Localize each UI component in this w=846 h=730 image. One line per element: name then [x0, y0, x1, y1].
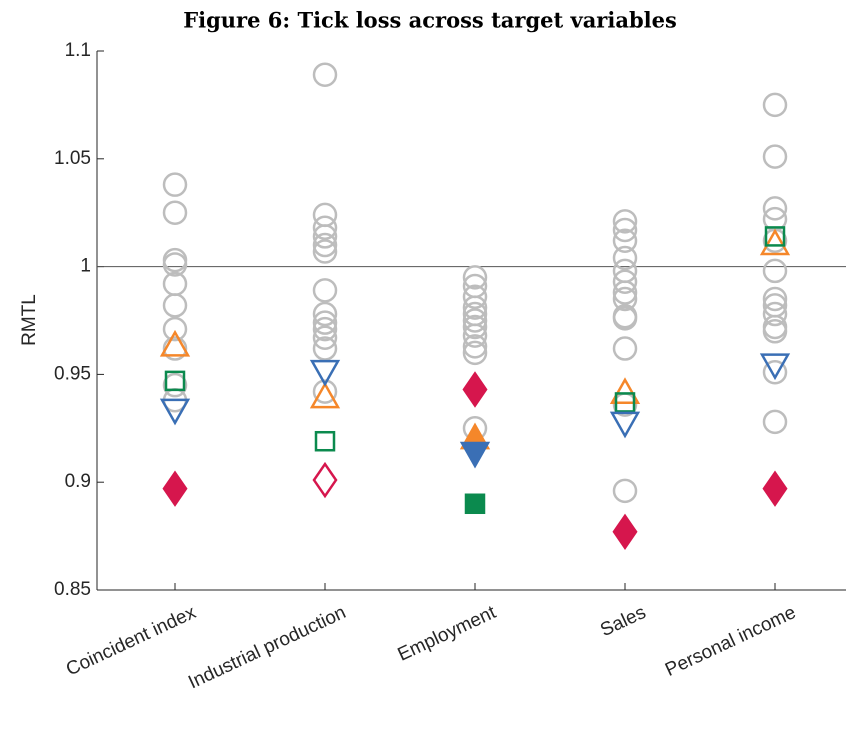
square-marker [314, 430, 336, 452]
x-tick-label: Industrial production [185, 602, 349, 693]
circle-marker [612, 269, 638, 294]
circle-marker [312, 278, 338, 303]
triangle-down-marker [159, 398, 191, 426]
circle-marker [462, 265, 488, 290]
circle-marker [162, 172, 188, 197]
circle-marker [762, 409, 788, 435]
y-tick-label: 1 [80, 256, 91, 277]
square-marker [614, 392, 636, 413]
circle-marker [312, 325, 338, 350]
square-marker [164, 370, 186, 392]
diamond-marker [762, 470, 788, 507]
circle-marker [462, 284, 488, 310]
triangle-up-marker [759, 228, 791, 256]
circle-marker [162, 316, 188, 342]
y-tick-label: 0.9 [65, 471, 91, 492]
y-tick-label: 1.05 [54, 148, 91, 169]
circle-marker [762, 319, 788, 344]
circle-marker [762, 258, 788, 284]
triangle-down-marker [459, 441, 491, 469]
x-tick-label: Coincident index [63, 602, 200, 681]
circle-marker [612, 306, 638, 331]
diamond-marker [312, 461, 338, 499]
triangle-up-marker [309, 381, 341, 409]
y-tick-label: 0.95 [54, 363, 91, 384]
circle-marker [612, 336, 638, 361]
diamond-marker [462, 371, 488, 408]
circle-marker [162, 252, 188, 277]
circle-marker [612, 228, 638, 253]
circle-marker [312, 239, 338, 264]
square-marker [464, 493, 486, 515]
x-tick-label: Employment [395, 602, 500, 666]
circle-marker [312, 336, 338, 361]
circle-marker [312, 310, 338, 335]
circle-marker [312, 62, 338, 87]
circle-marker [162, 293, 188, 318]
circle-marker [312, 316, 338, 342]
circle-marker [762, 286, 788, 312]
circle-marker [462, 295, 488, 320]
circle-marker [312, 224, 338, 249]
circle-marker [162, 336, 188, 361]
triangle-down-marker [309, 359, 341, 387]
circle-marker [462, 314, 488, 340]
y-axis-label: RMTL [19, 294, 40, 346]
circle-marker [762, 92, 788, 118]
circle-marker [312, 301, 338, 327]
circle-marker [762, 301, 788, 327]
circle-marker [762, 359, 788, 385]
circle-marker [612, 286, 638, 312]
circle-marker [612, 209, 638, 234]
square-marker [764, 226, 786, 247]
chart-title: Figure 6: Tick loss across target variab… [183, 8, 677, 33]
circle-marker [462, 308, 488, 333]
diamond-marker [612, 513, 638, 550]
circle-marker [462, 340, 488, 366]
circle-marker [612, 217, 638, 243]
diamond-marker [162, 470, 188, 507]
circle-marker [762, 144, 788, 169]
circle-marker [312, 202, 338, 228]
circle-marker [312, 379, 338, 404]
circle-marker [612, 245, 638, 271]
triangle-down-marker [759, 353, 791, 381]
x-tick-label: Personal income [662, 602, 799, 681]
circle-marker [162, 372, 188, 398]
x-tick-label: Sales [597, 602, 649, 641]
y-tick-label: 1.1 [65, 40, 91, 61]
circle-marker [762, 196, 788, 221]
circle-marker [462, 323, 488, 348]
triangle-up-marker [609, 377, 641, 405]
circle-marker [162, 200, 188, 225]
triangle-down-marker [609, 411, 641, 439]
circle-marker [612, 478, 638, 504]
y-tick-label: 0.85 [54, 579, 91, 600]
circle-marker [462, 334, 488, 359]
circle-marker [312, 215, 338, 241]
circle-marker [612, 280, 638, 305]
circle-marker [312, 232, 338, 258]
triangle-up-marker [159, 329, 191, 357]
